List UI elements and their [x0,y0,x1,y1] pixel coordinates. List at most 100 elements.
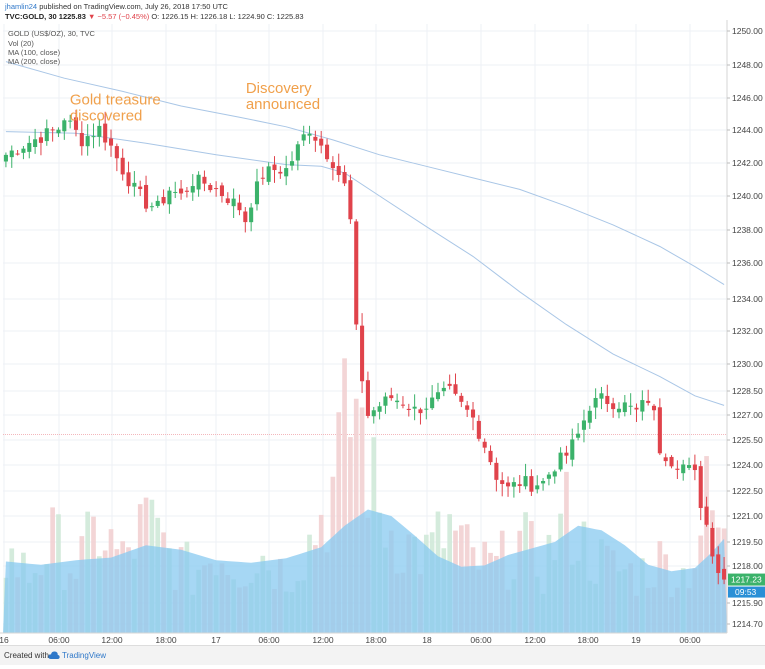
candle [400,396,405,409]
candle-body [418,409,423,414]
candle [50,126,55,142]
candle [33,128,38,154]
countdown-label: 09:53 [735,587,757,597]
annotation-line: Discovery [246,80,312,97]
candle [225,192,230,206]
candle [284,155,289,186]
candle-body [295,144,300,161]
candle-body [214,188,219,190]
candle-body [27,142,32,152]
candle-body [21,148,26,153]
candle-body [383,396,388,406]
candle-body [161,197,166,204]
candle-body [681,464,686,474]
candle [389,387,394,401]
volume-legend[interactable]: Vol (20) [8,39,34,48]
price-tick-label: 1240.00 [732,191,763,201]
candle-body [56,129,61,134]
candle [266,162,271,186]
candle [184,187,189,198]
annotation-layer: Gold treasure discovered Discovery announce… [70,80,320,124]
candle [108,129,114,157]
candle-body [155,200,160,206]
candle-body [173,191,178,193]
time-axis[interactable]: 16 06:00 12:00 18:00 17 06:00 12:00 18:00 18 06:0… [0,632,727,645]
candle-body [529,476,534,492]
candle-body [651,405,657,411]
candle [506,476,511,497]
price-tick-label: 1238.00 [732,225,763,235]
candle [698,460,703,521]
candle-body [710,527,715,557]
price-tick-label: 1219.50 [732,537,763,547]
annotation-text: Gold treasure discovered [70,91,161,124]
candle [722,557,727,585]
candle-body [657,407,662,454]
candle [628,393,633,415]
time-tick-label: 19 [631,635,641,645]
countdown-tag [728,586,765,598]
candle-body [120,157,125,175]
candle-body [97,125,102,137]
price-axis[interactable]: 1250.00 1248.00 1246.00 1244.00 1242.00 1240.… [726,20,765,633]
price-tick-label: 1225.50 [732,435,763,445]
candle-body [412,406,417,409]
candle-body [517,484,522,486]
candle [500,472,505,497]
symbol-interval: TVC:GOLD, 30 [5,12,57,21]
candle [260,166,265,185]
ma100-line [5,131,725,406]
candle-body [278,171,283,174]
candle-body [144,184,149,209]
tradingview-link[interactable]: TradingView [62,651,107,660]
candle-body [249,207,254,223]
candle [62,118,67,140]
candle [570,428,575,467]
candlestick-layer [3,109,727,585]
candle [342,165,347,187]
publish-info: published on TradingView.com, July 26, 2… [39,2,228,11]
candle-body [354,221,359,325]
candle [535,475,540,494]
candle-body [231,198,236,207]
candle [138,180,143,197]
price-tick-label: 1232.00 [732,326,763,336]
annotation-text: Discovery announced [246,80,320,113]
candle [79,121,84,156]
candle [622,394,627,417]
candle-body [506,482,511,487]
candle [599,386,604,410]
candle-body [260,177,265,179]
candle-body [348,180,353,220]
candle-body [33,139,38,147]
price-tick-label: 1214.70 [732,619,763,629]
time-tick-label: 06:00 [470,635,492,645]
candle-body [395,400,400,403]
candle-body [453,384,458,394]
candle-body [616,408,622,413]
publisher-name[interactable]: jhamlin24 [5,2,38,11]
time-tick-label: 18:00 [365,635,387,645]
series-legend-title[interactable]: GOLD (US$/OZ), 30, TVC [8,29,95,38]
candle-body [400,404,405,406]
candle [243,207,248,233]
time-tick-label: 18:00 [577,635,599,645]
candle [38,131,43,156]
candle [44,119,49,146]
candle [365,371,370,419]
candle [424,397,429,420]
candle [710,522,715,564]
candle-body [44,128,49,142]
candle-body [184,190,189,192]
ma200-legend[interactable]: MA (200, close) [8,57,61,66]
candle [354,219,359,330]
ma100-legend[interactable]: MA (100, close) [8,48,61,57]
moving-average-layer [5,61,725,406]
candle [511,477,516,498]
price-tick-label: 1222.50 [732,486,763,496]
candle [616,402,622,419]
candle [231,188,236,218]
candle-body [365,380,370,416]
candle [155,195,160,208]
